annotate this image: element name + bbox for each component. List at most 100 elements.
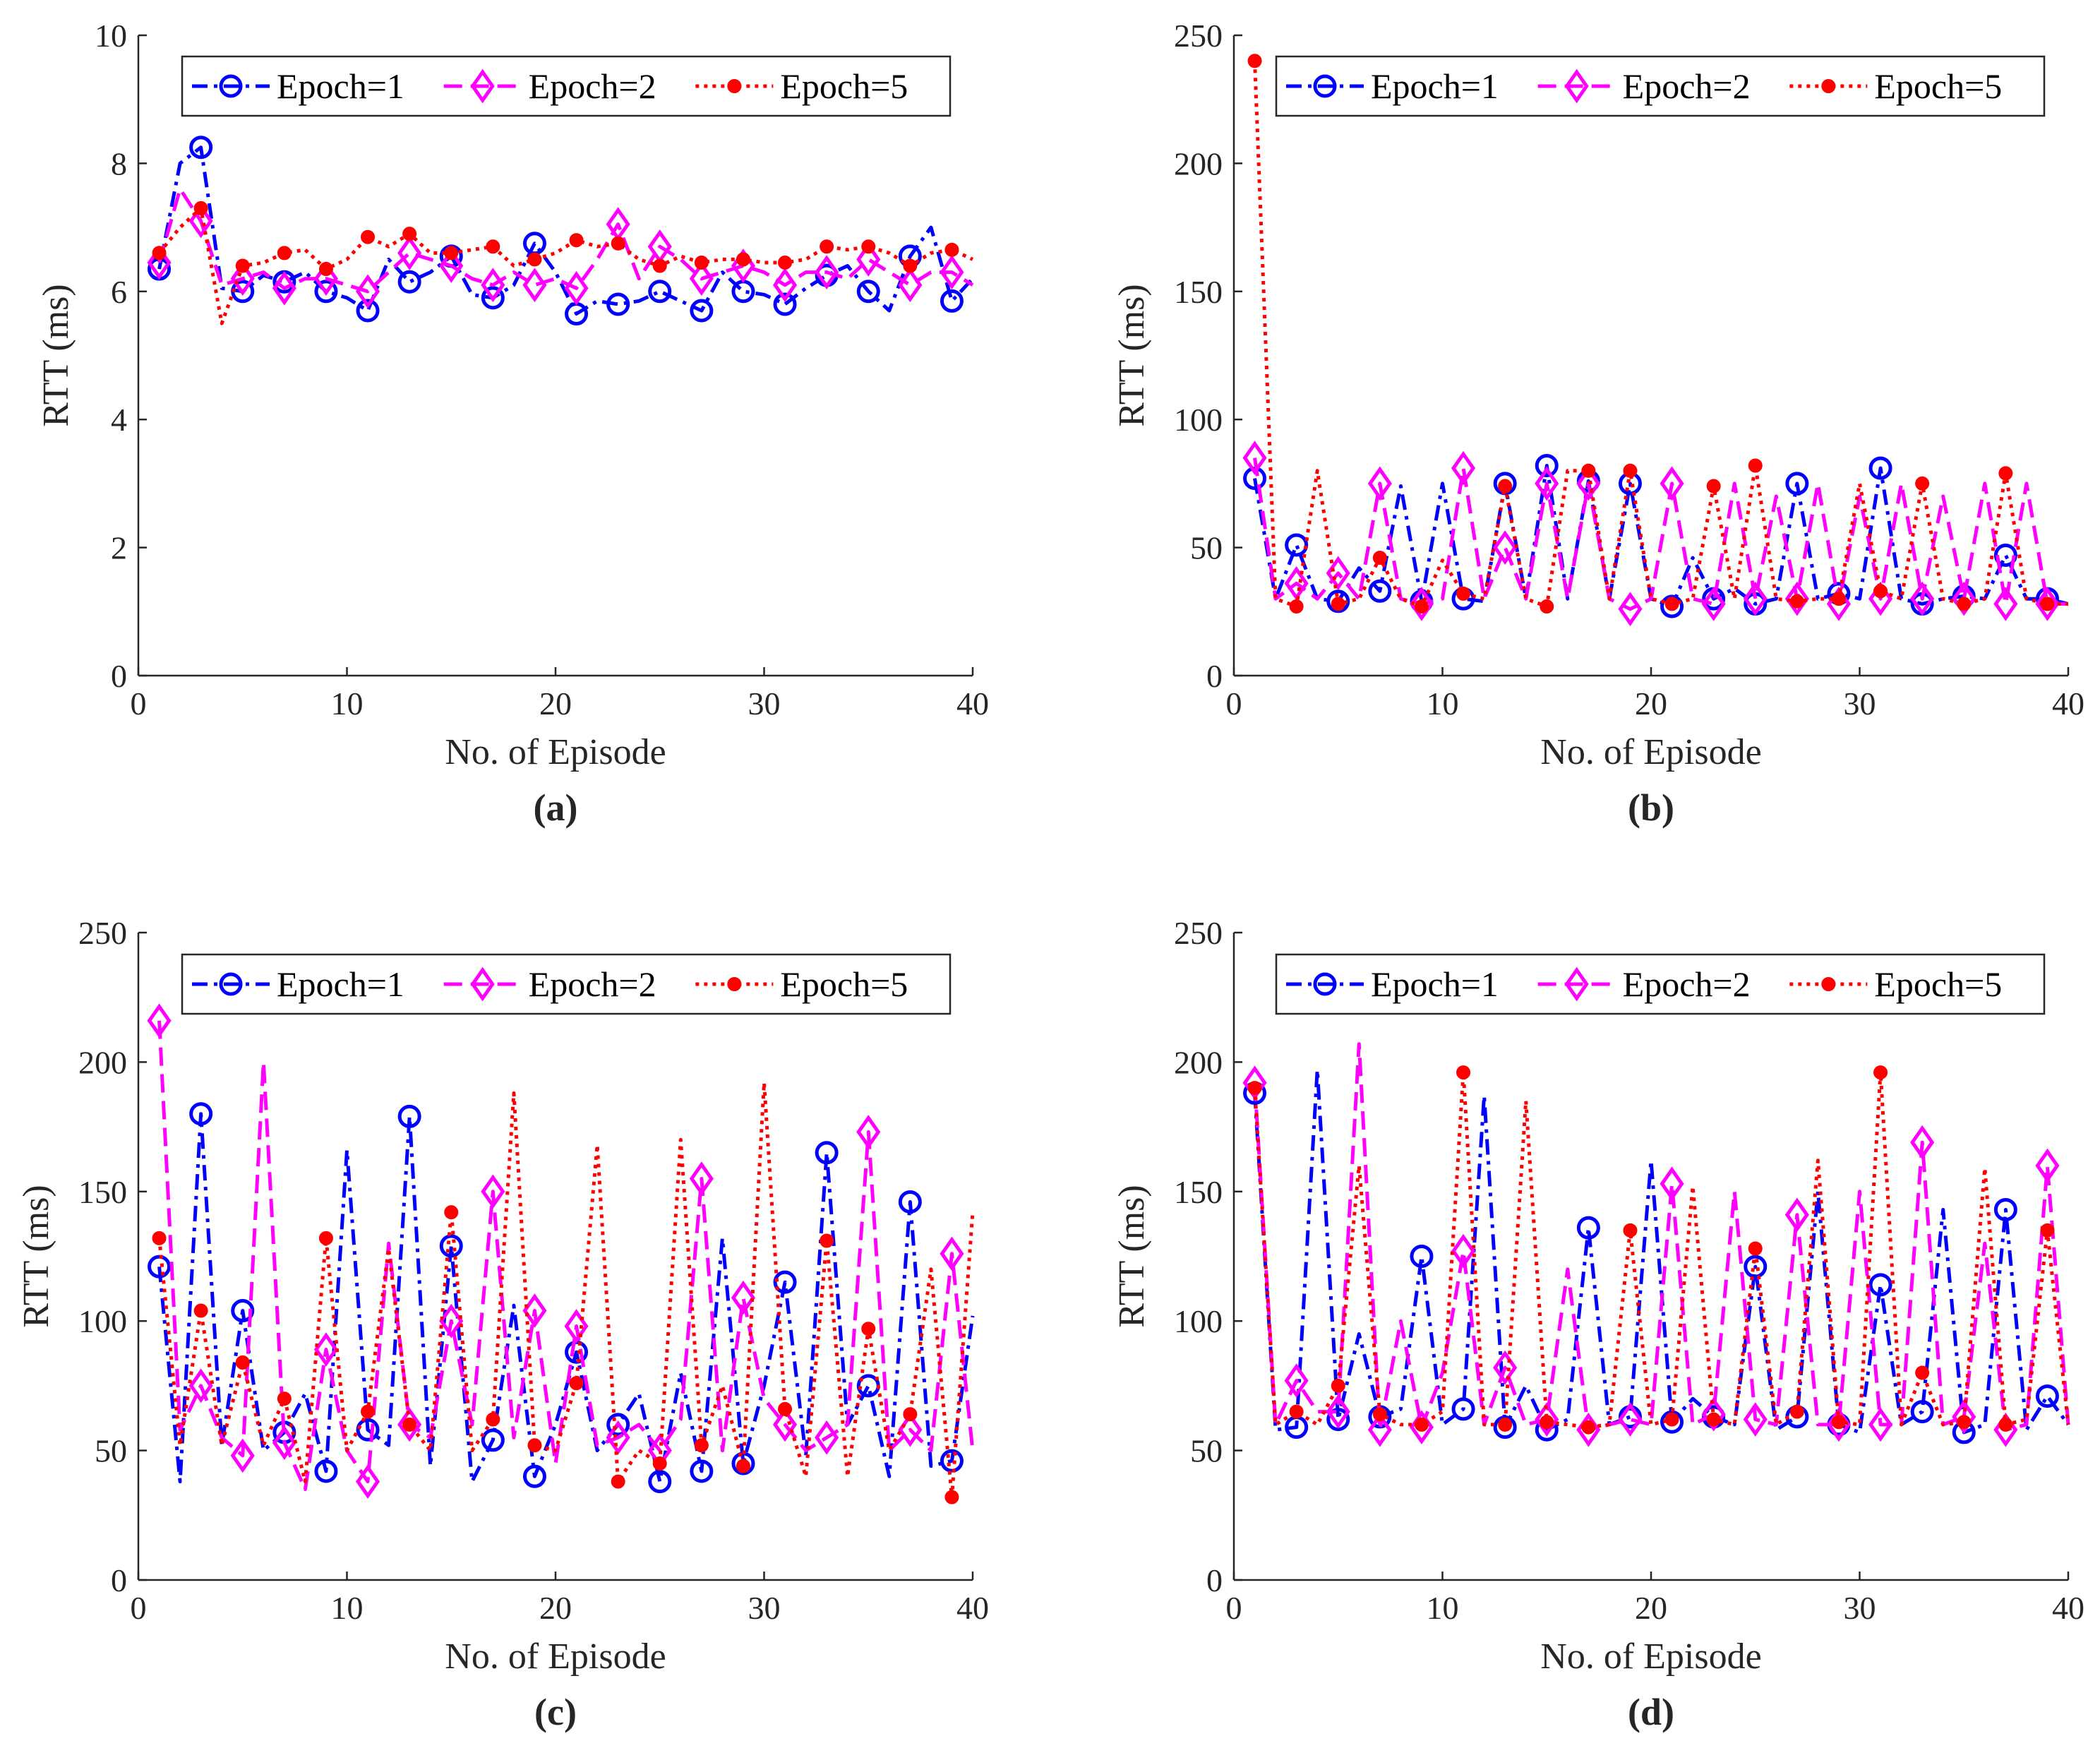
data-point <box>361 1404 376 1419</box>
data-point <box>1368 579 1392 603</box>
data-point <box>1498 479 1513 493</box>
data-point <box>318 1231 333 1245</box>
x-tick-label: 40 <box>956 686 989 722</box>
data-point <box>898 268 923 303</box>
data-point <box>147 245 172 280</box>
data-point <box>1535 454 1559 478</box>
x-tick-label: 10 <box>331 1590 364 1626</box>
data-point <box>606 1420 630 1455</box>
data-point <box>1289 599 1304 614</box>
data-point <box>356 1418 380 1442</box>
series-1 <box>148 136 974 326</box>
data-point <box>1952 1399 1976 1435</box>
data-point <box>1743 581 1768 616</box>
legend-label: Epoch=2 <box>1623 964 1751 1004</box>
data-point <box>940 1236 964 1271</box>
chart-panel-4: 0 10 20 30 40 0 50 100 150 200 250 No. of Episode RT… <box>1112 915 2084 1733</box>
legend-label: Epoch=1 <box>1371 66 1499 106</box>
y-tick-label: 2 <box>111 530 127 566</box>
data-point <box>1664 1412 1679 1427</box>
data-point <box>2035 1384 2059 1408</box>
x-tick-label: 0 <box>1226 686 1242 722</box>
y-tick-label: 4 <box>111 402 127 438</box>
data-point <box>1660 1166 1684 1202</box>
x-tick-label: 40 <box>2052 1590 2084 1626</box>
data-point <box>1664 597 1679 611</box>
data-point <box>397 1407 422 1442</box>
data-point <box>277 246 292 261</box>
data-point <box>230 261 255 297</box>
legend-box <box>181 55 952 117</box>
legend-marker <box>470 966 495 1002</box>
y-tick-label: 200 <box>1174 145 1223 181</box>
y-tick-label: 250 <box>78 915 127 951</box>
x-tick-label: 0 <box>131 1590 147 1626</box>
data-point <box>815 255 839 289</box>
y-tick-label: 200 <box>78 1044 127 1080</box>
data-point <box>439 1303 464 1339</box>
legend-marker <box>219 74 243 98</box>
data-point <box>1868 456 1892 480</box>
data-point <box>940 289 964 313</box>
data-point <box>1451 1233 1476 1269</box>
data-point <box>611 1474 625 1489</box>
data-point <box>903 1407 918 1422</box>
series-line <box>1253 1042 2070 1432</box>
data-point <box>1957 1415 1972 1430</box>
data-point <box>1868 1273 1892 1297</box>
data-point <box>1242 441 1267 475</box>
data-point <box>355 274 380 309</box>
data-point <box>1372 551 1387 565</box>
data-point <box>152 1231 167 1245</box>
data-point <box>1868 581 1893 616</box>
data-point <box>314 280 338 304</box>
x-axis-title: No. of Episode <box>1540 732 1761 772</box>
data-point <box>231 1299 255 1323</box>
legend-marker <box>727 977 742 991</box>
data-point <box>2040 597 2055 611</box>
legend-label: Epoch=1 <box>1371 964 1499 1004</box>
data-point <box>1998 1417 2013 1432</box>
data-point <box>773 1270 797 1294</box>
data-point <box>1623 463 1638 478</box>
chart-panel-2: 0 10 20 30 40 0 50 100 150 200 250 No. of Episode RT… <box>1112 18 2084 829</box>
legend-label: Epoch=5 <box>1874 66 2002 106</box>
data-point <box>606 1413 630 1437</box>
data-point <box>1284 1363 1309 1398</box>
data-point <box>564 270 589 306</box>
data-point <box>1706 479 1721 493</box>
data-point <box>1451 1397 1475 1421</box>
data-point <box>1409 587 1434 621</box>
x-axis-title: No. of Episode <box>1540 1636 1761 1677</box>
y-tick-label: 0 <box>1206 1562 1223 1598</box>
data-point <box>1493 1415 1517 1439</box>
y-tick-label: 100 <box>78 1303 127 1339</box>
data-point <box>397 236 422 270</box>
legend-label: Epoch=1 <box>277 66 404 106</box>
data-point <box>569 233 584 248</box>
x-tick-label: 20 <box>1635 1590 1667 1626</box>
data-point <box>277 1391 292 1406</box>
x-tick-label: 0 <box>1226 1590 1242 1626</box>
data-point <box>736 252 750 267</box>
x-tick-label: 20 <box>1635 686 1667 722</box>
data-point <box>444 246 459 261</box>
data-point <box>1493 1350 1518 1385</box>
legend-box <box>1275 953 2046 1015</box>
data-point <box>940 255 964 289</box>
data-point <box>1623 1223 1638 1238</box>
data-point <box>1410 1245 1434 1268</box>
data-point <box>481 1428 505 1452</box>
data-point <box>648 1470 672 1494</box>
x-axis-title: No. of Episode <box>445 1636 666 1677</box>
data-point <box>569 1376 584 1391</box>
legend-label: Epoch=5 <box>780 964 908 1004</box>
series-line <box>1253 61 2068 609</box>
data-point <box>1784 581 1809 616</box>
data-point <box>815 1141 839 1165</box>
data-point <box>903 258 918 273</box>
data-point <box>2035 1148 2060 1183</box>
data-point <box>1540 599 1554 614</box>
data-point <box>1540 1415 1554 1430</box>
series-line <box>157 1112 975 1484</box>
